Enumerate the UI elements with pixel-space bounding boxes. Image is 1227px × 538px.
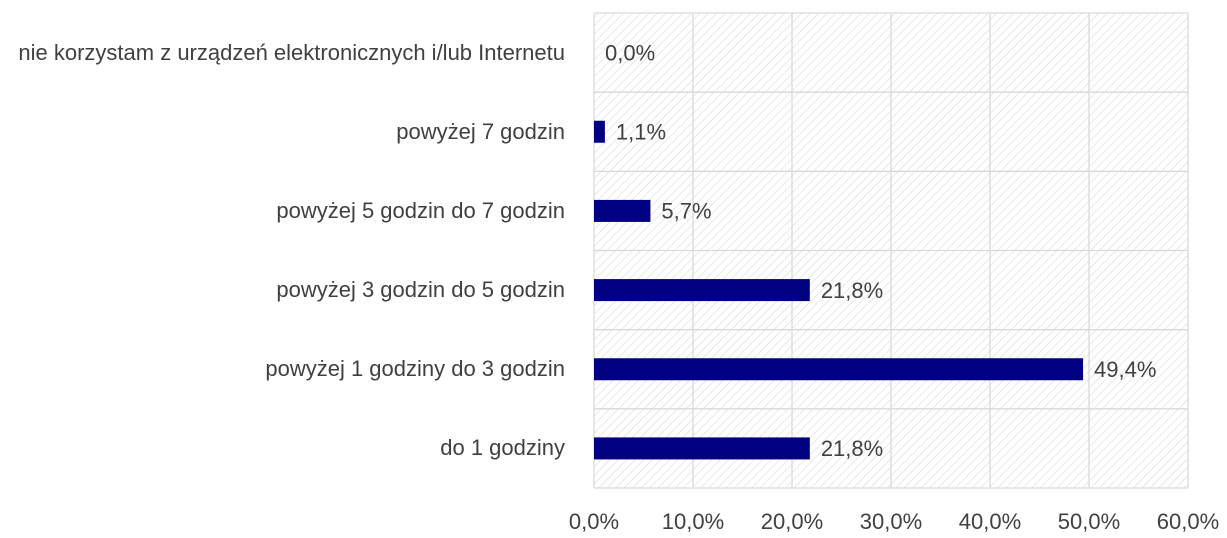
data-label: 5,7% [661,199,711,224]
data-label: 21,8% [821,278,883,303]
bar [594,358,1084,381]
data-label: 21,8% [821,436,883,461]
x-tick-label: 40,0% [959,509,1021,534]
bar [594,437,810,460]
x-tick-label: 10,0% [662,509,724,534]
y-tick-label: powyżej 1 godziny do 3 godzin [265,356,565,382]
y-tick-label: nie korzystam z urządzeń elektronicznych… [18,39,565,65]
x-tick-label: 20,0% [761,509,823,534]
data-label: 49,4% [1094,357,1156,382]
bar [594,120,605,143]
bar [594,199,651,222]
y-tick-label: do 1 godziny [440,435,565,461]
data-label: 1,1% [616,120,666,145]
y-tick-label: powyżej 5 godzin do 7 godzin [276,197,565,223]
x-tick-label: 60,0% [1157,509,1219,534]
y-tick-label: powyżej 7 godzin [396,118,565,144]
y-tick-label: powyżej 3 godzin do 5 godzin [276,277,565,303]
x-tick-label: 0,0% [569,509,619,534]
x-tick-label: 50,0% [1058,509,1120,534]
x-tick-label: 30,0% [860,509,922,534]
bar [594,279,810,302]
data-label: 0,0% [605,40,655,65]
